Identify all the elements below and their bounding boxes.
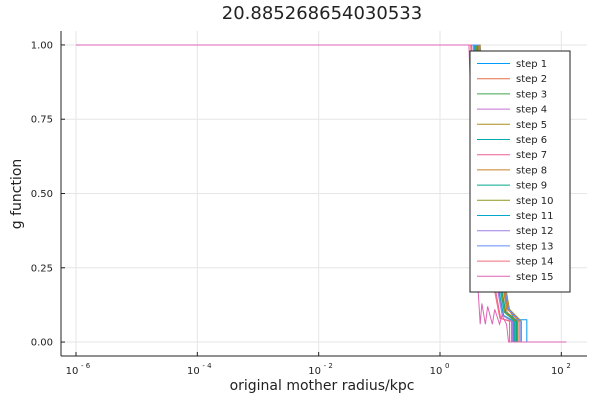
- y-axis-label: g function: [9, 159, 25, 230]
- legend-entry: step 4: [516, 105, 547, 116]
- x-tick-label: 10: [551, 366, 564, 377]
- legend: step 1 step 2 step 3 step 4 step 5 step 6 step…: [469, 50, 571, 293]
- legend-entry: step 8: [516, 165, 547, 176]
- x-tick-exponent: - 4: [202, 362, 212, 370]
- x-tick-label: 10: [430, 366, 443, 377]
- x-tick-exponent: - 2: [324, 362, 333, 370]
- x-tick-label: 10: [308, 366, 321, 377]
- legend-entry: step 3: [516, 89, 547, 100]
- chart-title: 20.885268654030533: [222, 3, 422, 24]
- x-tick-exponent: - 6: [81, 362, 91, 370]
- legend-entry: step 12: [516, 226, 554, 237]
- legend-entry: step 2: [516, 74, 547, 85]
- y-tick-label: 0.50: [31, 189, 53, 200]
- y-tick-label: 0.00: [31, 338, 53, 349]
- legend-entry: step 14: [516, 257, 554, 268]
- legend-entry: step 15: [516, 272, 554, 283]
- legend-entry: step 6: [516, 135, 547, 146]
- y-tick-label: 0.25: [31, 263, 53, 274]
- x-tick-exponent: 2: [566, 362, 570, 370]
- legend-entry: step 11: [516, 211, 554, 222]
- legend-box: [469, 50, 571, 293]
- legend-entry: step 13: [516, 241, 554, 252]
- legend-entry: step 1: [516, 59, 547, 70]
- legend-entry: step 10: [516, 196, 554, 207]
- legend-entry: step 9: [516, 181, 547, 192]
- y-tick-label: 1.00: [31, 40, 53, 51]
- x-tick-exponent: 0: [445, 362, 449, 370]
- y-tick-label: 0.75: [31, 115, 53, 126]
- x-axis-label: original mother radius/kpc: [230, 378, 415, 394]
- x-tick-label: 10: [66, 366, 79, 377]
- legend-entry: step 5: [516, 120, 547, 131]
- x-tick-label: 10: [187, 366, 200, 377]
- legend-entry: step 7: [516, 150, 547, 161]
